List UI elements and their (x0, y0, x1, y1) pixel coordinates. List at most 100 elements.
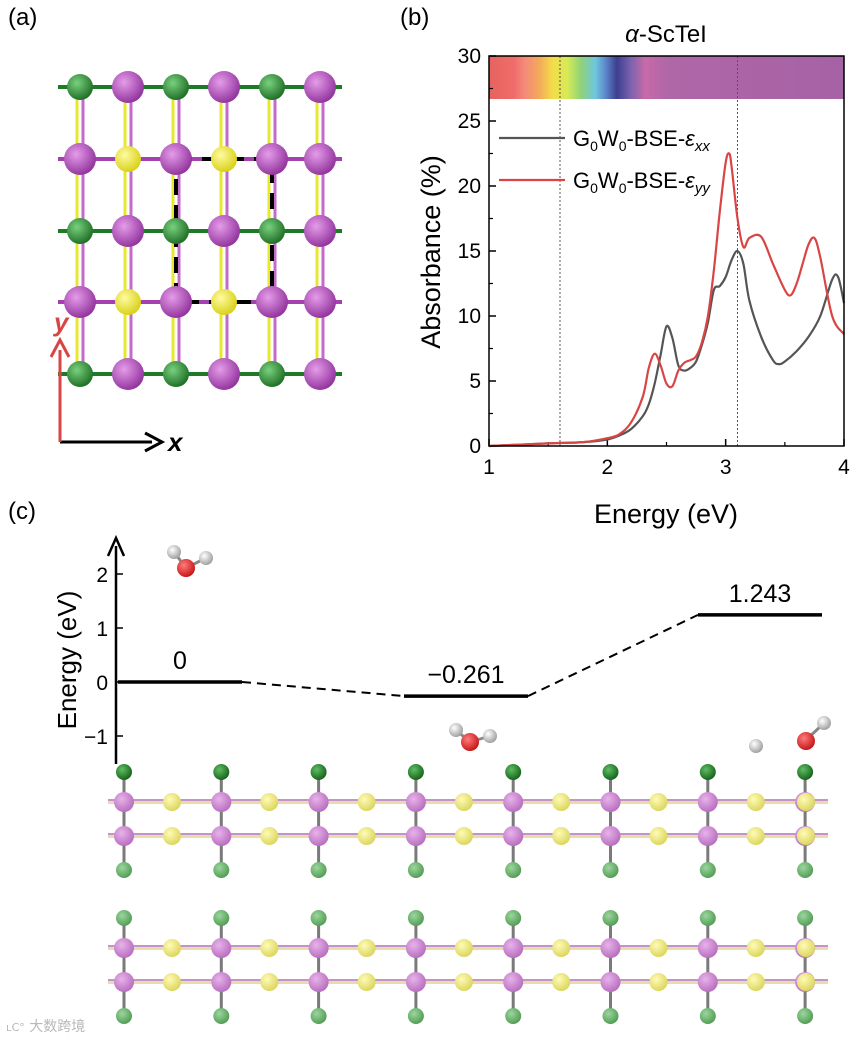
te-atom (163, 939, 181, 957)
hydrogen-atom (199, 551, 213, 565)
i-atom (407, 1008, 424, 1024)
sc-atom (697, 972, 718, 992)
x-axis-label: Energy (eV) (594, 499, 738, 529)
sc-atom (503, 792, 524, 812)
i-atom (116, 1008, 132, 1024)
te-atom (797, 939, 815, 957)
i-atom (407, 910, 424, 926)
y-axis-label: Absorbance (%) (416, 155, 446, 349)
sc-atom (308, 972, 329, 992)
i-atom (116, 764, 132, 780)
y-tick-label: 30 (458, 45, 481, 68)
oxygen-atom (461, 733, 479, 751)
energy-axis-arrowhead (106, 534, 126, 557)
i-atom (505, 910, 522, 926)
i-atom (797, 910, 814, 926)
i-atom (259, 74, 285, 100)
y-arrow-head (49, 336, 71, 358)
x-arrow-head (144, 431, 166, 453)
energy-tick-label: 1 (96, 618, 108, 641)
sc-atom (503, 972, 524, 992)
te-atom (211, 289, 237, 315)
sc-atom (208, 358, 240, 390)
te-atom (260, 827, 279, 845)
i-atom (259, 218, 285, 244)
i-atom (259, 361, 285, 387)
x-tick-label: 3 (720, 456, 732, 479)
sc-atom (211, 792, 232, 812)
te-atom (357, 973, 376, 991)
panel-c-label: (c) (8, 498, 36, 525)
energy-level-label-1: −0.261 (427, 661, 504, 689)
chart-title: α-ScTeI (625, 21, 707, 48)
i-atom (310, 764, 327, 780)
i-atom (67, 361, 93, 387)
i-atom (213, 862, 230, 878)
i-atom (163, 74, 189, 100)
i-atom (505, 764, 522, 780)
sc-atom (503, 826, 524, 846)
x-axis-letter: x (166, 427, 184, 457)
legend-label-yy: G0W0-BSE-εyy (573, 168, 711, 197)
sc-atom (211, 938, 232, 958)
watermark-logo: ʟC° (6, 1021, 25, 1034)
chart-title-material: -ScTeI (639, 21, 707, 48)
i-atom (163, 361, 189, 387)
sc-atom (697, 826, 718, 846)
sc-atom (114, 792, 134, 812)
sc-atom (64, 143, 96, 175)
sc-atom (308, 792, 329, 812)
i-atom (310, 1008, 327, 1024)
sc-atom (114, 826, 134, 846)
te-atom (649, 973, 668, 991)
sc-atom (405, 972, 426, 992)
i-atom (67, 74, 93, 100)
plot-frame (488, 55, 845, 447)
legend-label-xx: G0W0-BSE-εxx (573, 126, 710, 155)
hydrogen-atom (749, 739, 763, 753)
watermark-text: 大数跨境 (29, 1019, 86, 1035)
sc-atom (112, 71, 144, 103)
water-molecule-adsorbed (449, 723, 497, 751)
te-atom (552, 973, 571, 991)
oxygen-atom (797, 732, 815, 750)
te-atom (454, 827, 473, 845)
i-atom (699, 764, 716, 780)
i-atom (163, 218, 189, 244)
i-atom (602, 862, 619, 878)
te-atom (454, 939, 473, 957)
sc-atom (304, 215, 336, 247)
te-atom (211, 146, 237, 172)
te-atom (797, 827, 815, 845)
i-atom (797, 862, 814, 878)
sc-atom (600, 938, 621, 958)
visible-spectrum-bar (489, 56, 844, 99)
i-atom (407, 862, 424, 878)
i-atom (407, 764, 424, 780)
panel-a-crystal-structure: xy (49, 71, 342, 457)
sc-atom (304, 71, 336, 103)
i-atom (505, 862, 522, 878)
energy-level-label-0: 0 (173, 647, 187, 675)
sc-atom (600, 972, 621, 992)
y-tick-label: 25 (458, 110, 481, 133)
te-atom (115, 289, 141, 315)
i-atom (797, 1008, 814, 1024)
energy-connector (241, 681, 405, 698)
sc-atom (160, 143, 192, 175)
sc-atom (112, 358, 144, 390)
sc-atom (308, 826, 329, 846)
i-atom (213, 764, 230, 780)
reaction-energy-diagram: −1 0 1 2 0 −0.261 1.243 Energy (eV) (52, 534, 831, 1024)
sc-atom (405, 938, 426, 958)
sc-atom (697, 792, 718, 812)
sc-atom (600, 792, 621, 812)
i-atom (116, 910, 132, 926)
y-tick-label: 20 (458, 175, 481, 198)
te-atom (746, 973, 765, 991)
sc-atom (503, 938, 524, 958)
x-tick-label: 1 (483, 456, 495, 479)
te-atom (649, 939, 668, 957)
sc-atom (208, 71, 240, 103)
te-atom (163, 793, 181, 811)
